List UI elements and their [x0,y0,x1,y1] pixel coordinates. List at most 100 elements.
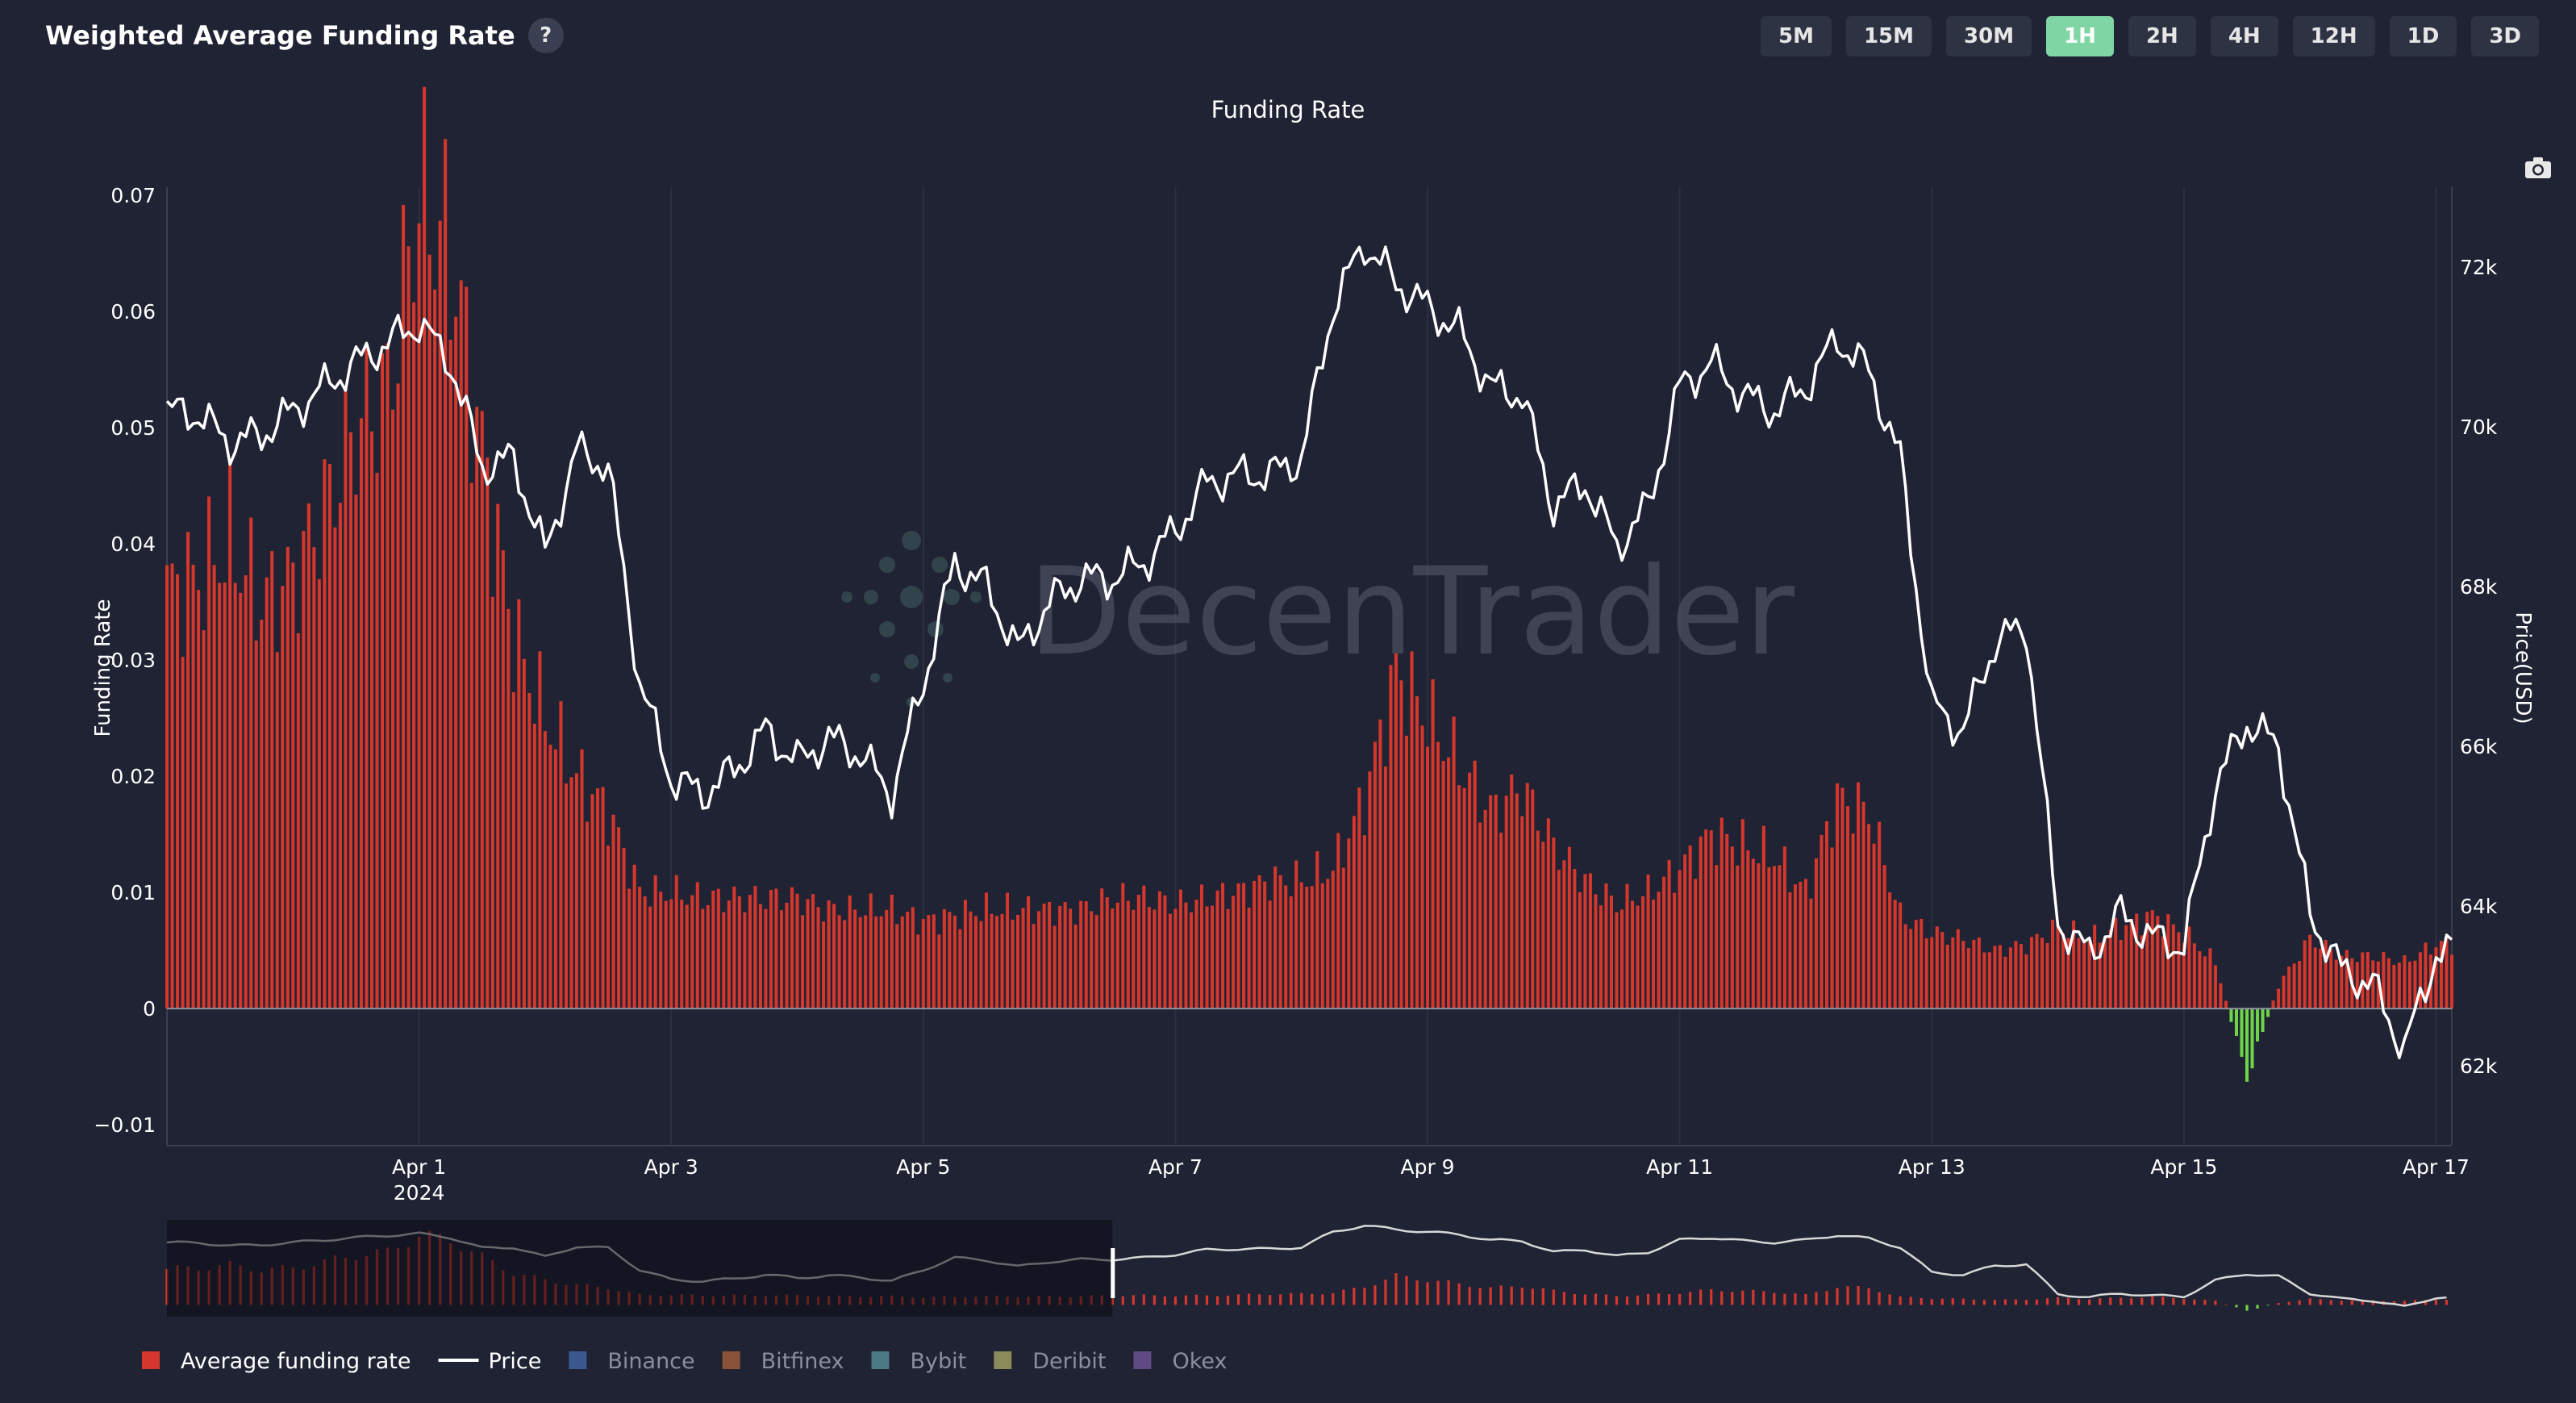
funding-bar [653,875,657,1009]
range-selector-bar [1878,1292,1881,1305]
funding-bar [952,915,957,1009]
funding-bar [1761,825,1765,1009]
funding-bar [1011,919,1015,1009]
funding-bar [1315,851,1319,1009]
funding-bar [2087,941,2091,1009]
page-title: Weighted Average Funding Rate ? [45,18,564,53]
timeframe-button-1d[interactable]: 1D [2389,16,2457,56]
funding-bar [685,904,689,1009]
funding-bar [2407,961,2411,1009]
funding-bar [2061,933,2065,1009]
funding-bar [2392,964,2396,1009]
funding-bar [1063,902,1067,1009]
timeframe-button-15m[interactable]: 15M [1845,16,1932,56]
help-button[interactable]: ? [527,18,564,53]
funding-bar [191,564,195,1009]
range-selector-bar [2024,1300,2028,1305]
funding-bar [2077,937,2081,1009]
watermark-dot [864,590,878,604]
legend-label[interactable]: Bybit [911,1349,967,1374]
funding-bar [338,503,342,1009]
funding-bar [1142,885,1146,1009]
range-selector-bar [1394,1273,1398,1305]
range-selector-bar [2120,1297,2123,1305]
funding-bar [265,577,269,1009]
funding-bar [1872,843,1876,1009]
camera-icon[interactable] [2524,157,2552,179]
funding-bar [1299,882,1303,1009]
legend-label[interactable]: Binance [607,1349,694,1374]
funding-bar [2166,914,2170,1009]
watermark-dot [944,589,960,605]
funding-bar [2449,954,2454,1009]
range-selector-bar [1993,1300,1996,1305]
range-selector[interactable] [165,1220,2449,1317]
funding-bar [596,788,600,1009]
funding-bar [1257,875,1261,1009]
legend-label[interactable]: Average funding rate [181,1349,411,1374]
legend-label[interactable]: Deribit [1032,1349,1106,1374]
funding-bar [2161,936,2165,1009]
funding-bar [617,827,621,1009]
range-selector-bar [1142,1294,1145,1305]
funding-bar [2051,920,2055,1009]
funding-bar [822,921,826,1009]
funding-bar [1594,894,1598,1009]
funding-bar [1662,876,1666,1009]
y-tick-label: 0.05 [110,416,156,440]
range-selector-bar [1132,1295,1135,1305]
funding-bar [1819,834,1824,1009]
funding-bar [306,503,311,1009]
timeframe-button-3d[interactable]: 3D [2471,16,2539,56]
y2-tick-label: 64k [2460,895,2498,918]
funding-bar [1562,860,1566,1009]
funding-bar [1751,858,1755,1009]
funding-bar [627,888,631,1009]
funding-bar [753,886,757,1009]
funding-bar [2366,952,2370,1009]
funding-bar [348,432,352,1009]
funding-bar [1673,892,1677,1009]
timeframe-button-30m[interactable]: 30M [1946,16,2032,56]
range-selector-bar [1720,1291,1724,1305]
funding-bar [1961,941,1965,1009]
range-selector-bar [1552,1289,1555,1305]
timeframe-button-1h[interactable]: 1H [2046,16,2114,56]
legend-label[interactable]: Okex [1172,1349,1227,1374]
range-selector-bar [2003,1299,2007,1305]
range-selector-bar [2014,1299,2018,1305]
funding-bar [553,749,557,1009]
funding-bar [1042,904,1046,1009]
funding-bar [2114,917,2118,1009]
funding-bar [2324,939,2328,1009]
timeframe-button-12h[interactable]: 12H [2292,16,2375,56]
range-selector-bar [1583,1294,1587,1305]
funding-bar [1352,816,1356,1009]
funding-bar [2066,937,2070,1009]
funding-bar [1940,932,1945,1009]
timeframe-button-4h[interactable]: 4H [2210,16,2278,56]
funding-bar [895,924,899,1009]
range-selector-bar [1752,1289,1755,1305]
range-selector-mask [167,1220,1113,1317]
funding-bar [948,912,952,1009]
legend-label[interactable]: Bitfinex [761,1349,844,1374]
x-tick-label: Apr 13 [1899,1155,1965,1179]
funding-bar [564,783,568,1009]
timeframe-button-5m[interactable]: 5M [1761,16,1832,56]
funding-bar [454,316,458,1009]
funding-bar [2418,952,2422,1009]
watermark-logo-icon [841,531,982,707]
range-selector-bar [1426,1282,1429,1305]
funding-bar [1993,946,1997,1009]
funding-bar [1694,879,1698,1009]
timeframe-button-2h[interactable]: 2H [2128,16,2196,56]
range-selector-bar [2035,1299,2039,1305]
range-selector-bar [2329,1300,2332,1305]
funding-bar [1111,908,1115,1009]
legend-label[interactable]: Price [489,1349,542,1374]
funding-bar [212,565,216,1009]
range-selector-bar [1857,1285,1860,1305]
range-selector-handle[interactable] [1111,1248,1115,1298]
